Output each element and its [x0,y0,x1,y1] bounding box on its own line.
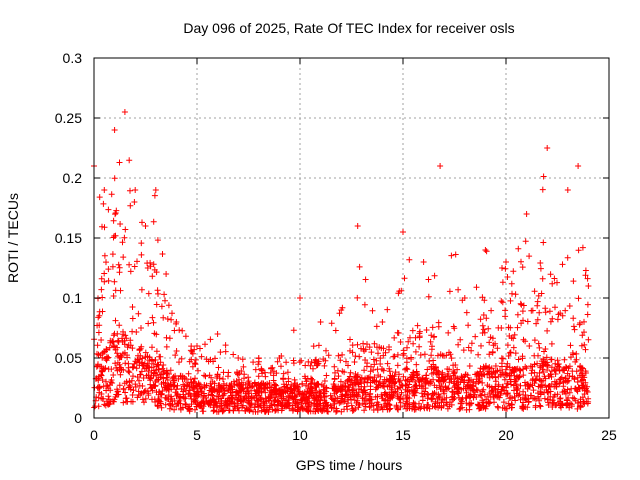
chart-title: Day 096 of 2025, Rate Of TEC Index for r… [183,20,514,36]
x-tick-label: 15 [395,427,411,443]
y-tick-label: 0.05 [55,350,82,366]
y-tick-label: 0 [74,410,82,426]
roti-plus-markers [91,109,592,415]
grid-lines [94,58,609,418]
x-tick-label: 5 [193,427,201,443]
y-tick-label: 0.25 [55,110,82,126]
y-tick-label: 0.1 [63,290,83,306]
x-tick-label: 10 [292,427,308,443]
x-tick-label: 25 [601,427,617,443]
y-axis-label: ROTI / TECUs [5,193,21,283]
x-tick-label: 0 [90,427,98,443]
y-tick-label: 0.3 [63,50,83,66]
data-points [91,109,592,415]
x-axis-label: GPS time / hours [296,457,403,473]
x-tick-label: 20 [498,427,514,443]
axis-ticks: 0 5 10 15 20 25 0 0.05 0.1 0.15 0.2 0.25 0.3 [55,50,617,443]
y-tick-label: 0.15 [55,230,82,246]
y-tick-label: 0.2 [63,170,83,186]
